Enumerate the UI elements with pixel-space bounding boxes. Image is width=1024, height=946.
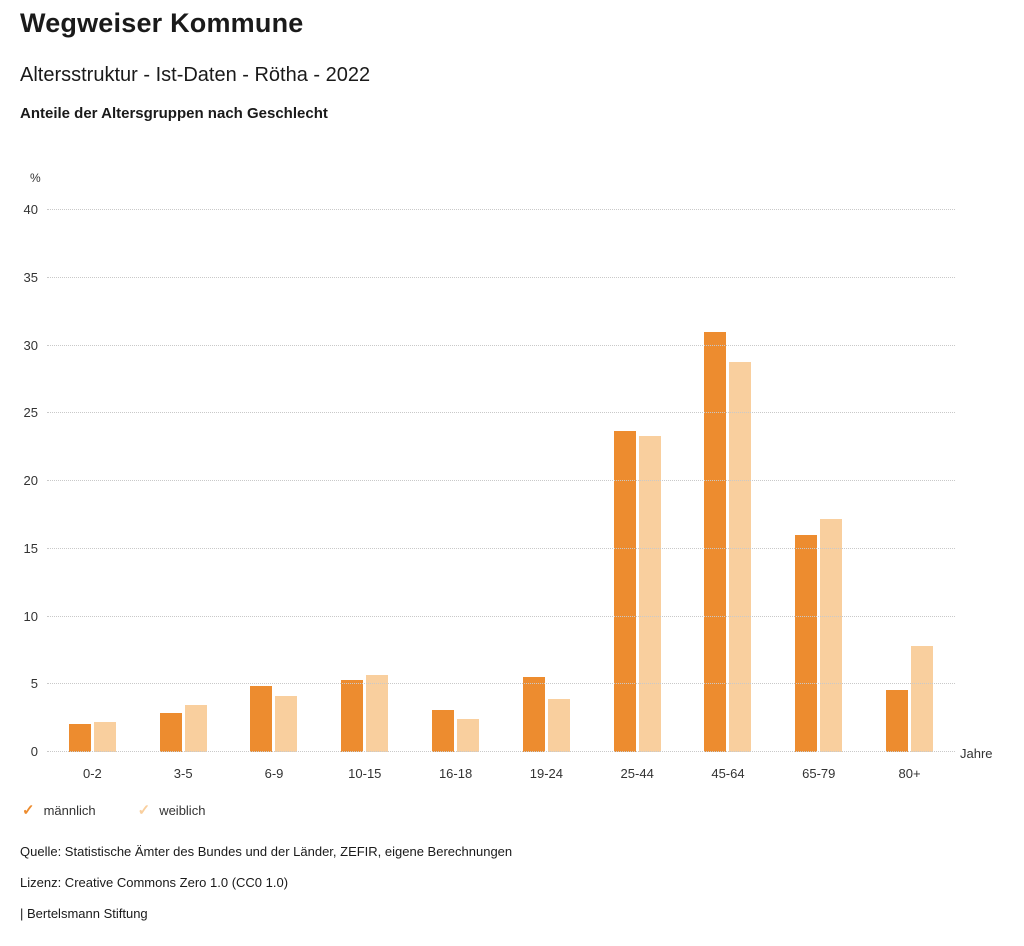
legend-check-icon: ✓ (137, 802, 151, 819)
x-tick-label-6-9: 6-9 (264, 766, 284, 781)
bar-männlich-45-64[interactable] (704, 331, 727, 752)
x-tick-label-19-24: 19-24 (529, 766, 563, 781)
y-tick-label-15: 15 (23, 540, 38, 556)
gridline-25 (47, 412, 955, 414)
bar-weiblich-19-24[interactable] (547, 699, 570, 752)
bar-group-19-24 (501, 210, 592, 752)
x-tick-label-45-64: 45-64 (711, 766, 745, 781)
bar-group-25-44 (592, 210, 683, 752)
footer-license: Lizenz: Creative Commons Zero 1.0 (CC0 1… (20, 875, 289, 890)
legend-check-icon: ✓ (22, 802, 35, 819)
bar-männlich-80+[interactable] (886, 689, 909, 752)
gridline-0 (47, 751, 955, 752)
gridline-40 (47, 209, 955, 210)
y-tick-label-10: 10 (23, 608, 38, 624)
bar-weiblich-25-44[interactable] (638, 436, 661, 752)
y-axis-unit-label: % (30, 171, 41, 185)
legend-item-weiblich[interactable]: ✓ weiblich (138, 803, 206, 818)
x-tick-label-80+: 80+ (898, 766, 921, 781)
gridline-30 (47, 344, 955, 346)
bar-weiblich-10-15[interactable] (366, 674, 389, 752)
legend-item-label: weiblich (159, 803, 206, 818)
x-axis-title: Jahre (960, 746, 993, 761)
chart-legend: ✓ männlich ✓ weiblich (22, 803, 205, 818)
y-tick-label-25: 25 (23, 405, 38, 421)
legend-item-männlich[interactable]: ✓ männlich (22, 803, 96, 818)
x-tick-label-10-15: 10-15 (348, 766, 382, 781)
bar-group-10-15 (319, 210, 410, 752)
gridline-35 (47, 276, 955, 278)
bar-weiblich-80+[interactable] (911, 646, 934, 752)
bar-group-65-79 (773, 210, 864, 752)
bar-weiblich-3-5[interactable] (184, 704, 207, 752)
page-title: Wegweiser Kommune (20, 8, 304, 38)
bar-männlich-10-15[interactable] (341, 680, 364, 752)
bar-männlich-0-2[interactable] (68, 723, 91, 752)
y-tick-label-40: 40 (23, 202, 38, 217)
x-tick-label-65-79: 65-79 (802, 766, 836, 781)
gridline-15 (47, 547, 955, 549)
chart-subtitle: Altersstruktur - Ist-Daten - Rötha - 202… (20, 64, 371, 86)
bar-weiblich-65-79[interactable] (820, 518, 843, 752)
footer-source: Quelle: Statistische Ämter des Bundes un… (20, 844, 513, 859)
bar-männlich-19-24[interactable] (522, 677, 545, 752)
bar-männlich-65-79[interactable] (795, 535, 818, 752)
x-tick-label-0-2: 0-2 (83, 766, 102, 781)
bar-männlich-6-9[interactable] (250, 685, 273, 752)
chart-heading: Anteile der Altersgruppen nach Geschlech… (20, 105, 328, 122)
y-tick-label-0: 0 (30, 744, 38, 759)
y-tick-label-30: 30 (23, 337, 38, 353)
gridline-5 (47, 683, 955, 685)
bar-group-0-2 (47, 210, 138, 752)
y-tick-label-20: 20 (23, 473, 38, 488)
x-tick-label-3-5: 3-5 (173, 766, 193, 781)
bar-männlich-16-18[interactable] (432, 710, 455, 752)
y-tick-label-5: 5 (30, 676, 38, 692)
bar-group-80+ (864, 210, 955, 752)
bar-group-45-64 (683, 210, 774, 752)
bar-weiblich-0-2[interactable] (93, 722, 116, 752)
bar-weiblich-6-9[interactable] (275, 696, 298, 752)
x-tick-label-16-18: 16-18 (438, 766, 473, 781)
bar-groups (47, 210, 955, 752)
x-tick-label-25-44: 25-44 (620, 766, 654, 781)
bar-männlich-3-5[interactable] (159, 712, 182, 752)
bar-weiblich-16-18[interactable] (457, 719, 480, 752)
gridline-20 (47, 480, 955, 481)
bar-weiblich-45-64[interactable] (729, 361, 752, 752)
plot-area: 0 5 10 15 20 25 30 35 40 (24, 202, 955, 759)
bar-group-16-18 (410, 210, 501, 752)
bar-männlich-25-44[interactable] (613, 430, 636, 752)
gridline-10 (47, 615, 955, 617)
x-axis-labels: 0-2 3-5 6-9 10-15 16-18 19-24 25-44 45-64 65-79 8… (47, 766, 955, 781)
bar-group-6-9 (229, 210, 320, 752)
bar-group-3-5 (138, 210, 229, 752)
legend-item-label: männlich (43, 803, 96, 818)
y-tick-label-35: 35 (23, 269, 38, 285)
footer-attribution: | Bertelsmann Stiftung (20, 906, 148, 921)
